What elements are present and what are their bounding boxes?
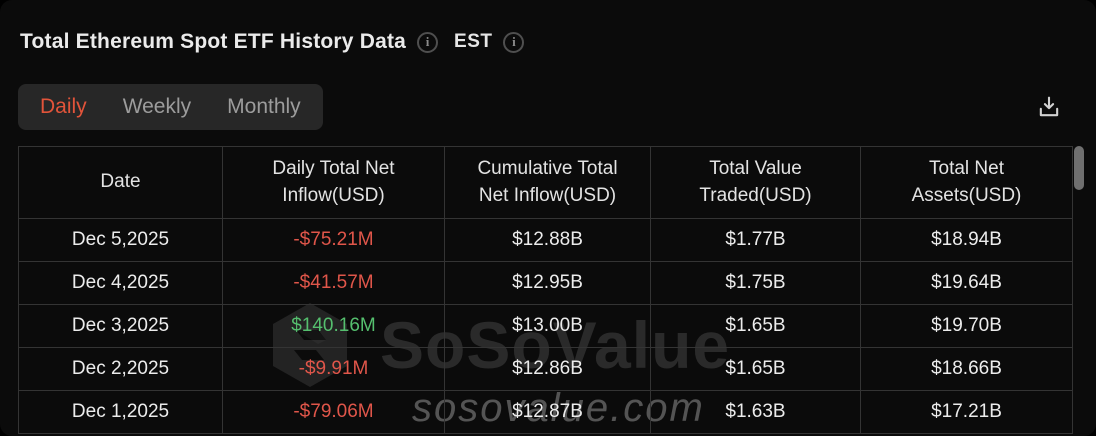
table-body: Dec 5,2025 -$75.21M $12.88B $1.77B $18.9…: [18, 218, 1073, 434]
cell-daily-net-inflow: -$9.91M: [222, 347, 445, 391]
cell-cumulative-net-inflow: $12.88B: [444, 218, 651, 262]
table-row: Dec 4,2025 -$41.57M $12.95B $1.75B $19.6…: [18, 261, 1073, 305]
header: Total Ethereum Spot ETF History Data i E…: [20, 27, 1076, 57]
cell-date: Dec 4,2025: [18, 261, 223, 305]
table-row: Dec 1,2025 -$79.06M $12.87B $1.63B $17.2…: [18, 390, 1073, 434]
download-button[interactable]: [1034, 92, 1064, 122]
title-info-icon[interactable]: i: [417, 31, 439, 53]
cell-daily-net-inflow: -$41.57M: [222, 261, 445, 305]
cell-date: Dec 5,2025: [18, 218, 223, 262]
cell-total-net-assets: $19.70B: [860, 304, 1073, 348]
timezone-info-icon[interactable]: i: [503, 31, 525, 53]
cell-daily-net-inflow: $140.16M: [222, 304, 445, 348]
col-header-cumulative-net-inflow: Cumulative Total Net Inflow(USD): [444, 146, 651, 219]
col-header-total-value-traded: Total Value Traded(USD): [650, 146, 861, 219]
table-row: Dec 3,2025 $140.16M $13.00B $1.65B $19.7…: [18, 304, 1073, 348]
cell-daily-net-inflow: -$75.21M: [222, 218, 445, 262]
interval-tabs: Daily Weekly Monthly: [18, 84, 323, 130]
cell-cumulative-net-inflow: $12.95B: [444, 261, 651, 305]
table-row: Dec 2,2025 -$9.91M $12.86B $1.65B $18.66…: [18, 347, 1073, 391]
cell-date: Dec 1,2025: [18, 390, 223, 434]
col-header-daily-net-inflow: Daily Total Net Inflow(USD): [222, 146, 445, 219]
cell-total-net-assets: $18.66B: [860, 347, 1073, 391]
vertical-scrollbar-thumb[interactable]: [1074, 146, 1084, 190]
cell-total-value-traded: $1.63B: [650, 390, 861, 434]
cell-daily-net-inflow: -$79.06M: [222, 390, 445, 434]
cell-date: Dec 2,2025: [18, 347, 223, 391]
page-title: Total Ethereum Spot ETF History Data: [20, 30, 407, 53]
col-header-date: Date: [18, 146, 223, 219]
cell-total-net-assets: $17.21B: [860, 390, 1073, 434]
table-header-row: Date Daily Total Net Inflow(USD) Cumulat…: [18, 146, 1073, 219]
cell-cumulative-net-inflow: $12.87B: [444, 390, 651, 434]
toolbar: Daily Weekly Monthly: [18, 84, 1078, 130]
cell-total-value-traded: $1.65B: [650, 347, 861, 391]
cell-date: Dec 3,2025: [18, 304, 223, 348]
tab-weekly[interactable]: Weekly: [122, 95, 192, 118]
cell-cumulative-net-inflow: $12.86B: [444, 347, 651, 391]
cell-total-net-assets: $18.94B: [860, 218, 1073, 262]
timezone-label: EST: [454, 31, 493, 52]
cell-total-value-traded: $1.75B: [650, 261, 861, 305]
col-header-total-net-assets: Total Net Assets(USD): [860, 146, 1073, 219]
cell-total-net-assets: $19.64B: [860, 261, 1073, 305]
tab-monthly[interactable]: Monthly: [227, 95, 301, 118]
table-row: Dec 5,2025 -$75.21M $12.88B $1.77B $18.9…: [18, 218, 1073, 262]
table-container: Date Daily Total Net Inflow(USD) Cumulat…: [18, 146, 1078, 434]
download-icon: [1039, 96, 1059, 117]
cell-cumulative-net-inflow: $13.00B: [444, 304, 651, 348]
etf-history-table: Date Daily Total Net Inflow(USD) Cumulat…: [18, 146, 1073, 434]
tab-daily[interactable]: Daily: [40, 95, 87, 118]
cell-total-value-traded: $1.77B: [650, 218, 861, 262]
cell-total-value-traded: $1.65B: [650, 304, 861, 348]
